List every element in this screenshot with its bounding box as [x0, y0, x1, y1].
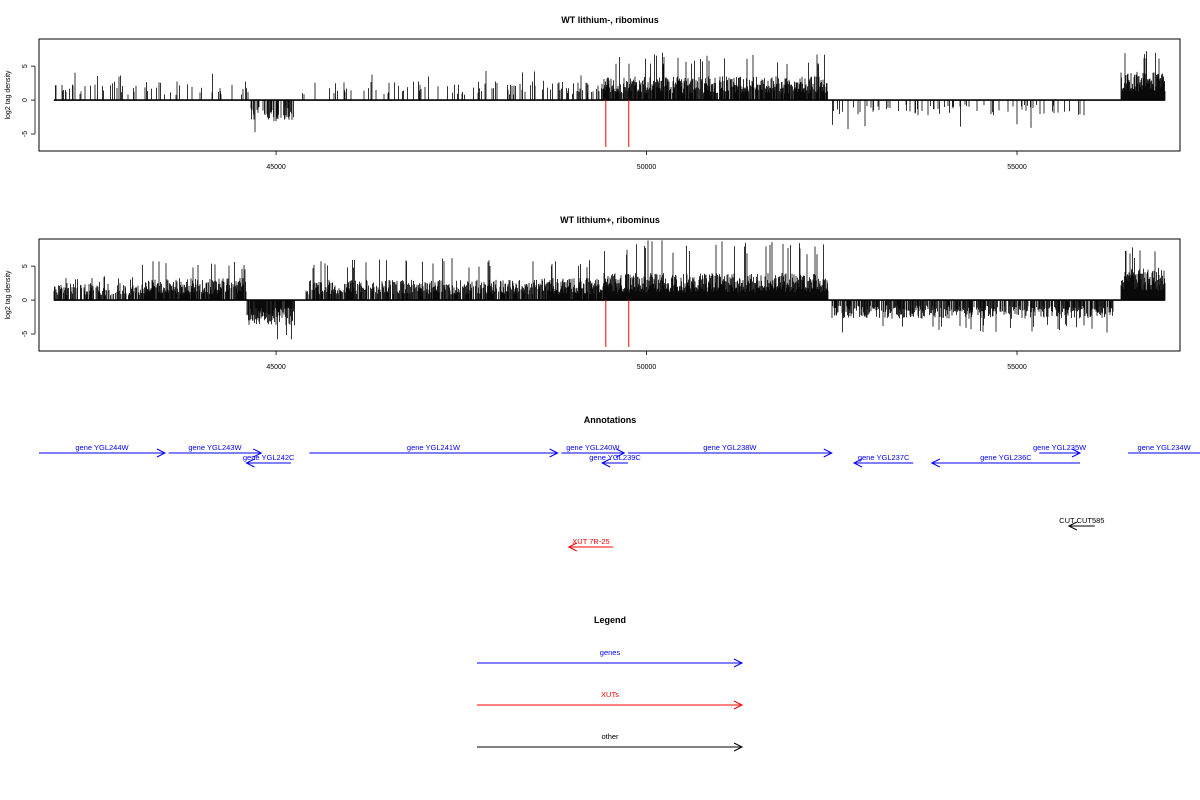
legend-arrowhead: [733, 742, 744, 752]
feature-label: gene YGL234W: [1137, 443, 1191, 452]
feature-label: gene YGL237C: [858, 453, 910, 462]
feature-arrowhead: [156, 448, 167, 458]
legend-items: genes XUTs other: [477, 648, 744, 752]
x-tick-label: 55000: [1007, 364, 1027, 371]
feature-arrowhead: [600, 458, 611, 468]
feature-gene: gene YGL244W: [39, 443, 167, 458]
feature-label: gene YGL242C: [243, 453, 295, 462]
legend-item-xut: XUTs: [477, 690, 744, 710]
x-tick-label: 45000: [266, 364, 286, 371]
legend-arrowhead: [733, 700, 744, 710]
legend-arrowhead: [733, 658, 744, 668]
feature-xut: XUT 7R-25: [567, 537, 614, 552]
feature-arrowhead: [1067, 521, 1078, 531]
y-axis: -5 0 5: [22, 264, 36, 337]
x-tick-label: 45000: [266, 164, 286, 171]
feature-arrowhead: [1071, 448, 1082, 458]
x-axis: 45000 50000 55000: [266, 351, 1027, 371]
track-title: WT lithium-, ribominus: [561, 15, 659, 25]
feature-gene: gene YGL234W: [1128, 443, 1200, 454]
x-tick-label: 55000: [1007, 164, 1027, 171]
feature-gene: gene YGL237C: [852, 453, 914, 468]
legend-label: genes: [600, 648, 621, 657]
feature-other: CUT CUT585: [1059, 516, 1104, 531]
legend-item-gene: genes: [477, 648, 744, 668]
feature-gene: gene YGL236C: [930, 453, 1080, 468]
y-axis: -5 0 5: [22, 64, 36, 137]
x-tick-label: 50000: [637, 164, 657, 171]
legend-item-other: other: [477, 732, 744, 752]
feature-arrowhead: [567, 542, 577, 552]
y-tick-label: 5: [22, 64, 29, 68]
feature-label: gene YGL240W: [566, 443, 620, 452]
feature-gene: gene YGL239C: [589, 453, 641, 468]
feature-arrowhead: [852, 458, 863, 468]
x-axis: 45000 50000 55000: [266, 151, 1027, 171]
feature-arrowhead: [930, 458, 941, 468]
feature-label: gene YGL241W: [407, 443, 461, 452]
plot-frame: [38, 238, 1181, 352]
y-axis-label: log2 tag density: [5, 270, 12, 320]
x-tick-label: 50000: [637, 364, 657, 371]
feature-arrowhead: [823, 448, 833, 458]
signal-bars: [53, 51, 1166, 133]
legend-label: other: [601, 732, 619, 741]
feature-gene: gene YGL235W: [1033, 443, 1087, 458]
feature-label: CUT CUT585: [1059, 516, 1104, 525]
marker-lines: [605, 300, 630, 347]
track-panel-lithium-minus: WT lithium-, ribominus log2 tag density …: [5, 15, 1181, 171]
signal-bars: [53, 240, 1166, 340]
legend-label: XUTs: [601, 690, 619, 699]
y-tick-label: 5: [22, 264, 29, 268]
feature-gene: gene YGL243W: [168, 443, 263, 458]
feature-label: gene YGL243W: [188, 443, 242, 452]
feature-arrowhead: [549, 448, 559, 458]
feature-gene: gene YGL241W: [309, 443, 559, 458]
y-tick-label: -5: [22, 331, 29, 337]
y-axis-label: log2 tag density: [5, 70, 12, 120]
feature-arrowhead: [253, 448, 263, 458]
feature-label: gene YGL244W: [75, 443, 129, 452]
legend-panel: Legend genes XUTs other: [477, 615, 744, 752]
y-tick-label: 0: [22, 98, 29, 102]
feature-label: gene YGL238W: [703, 443, 757, 452]
feature-label: gene YGL239C: [589, 453, 641, 462]
feature-label: gene YGL235W: [1033, 443, 1087, 452]
plot-frame: [38, 38, 1181, 152]
feature-gene: gene YGL242C: [243, 453, 295, 468]
y-tick-label: -5: [22, 131, 29, 137]
annotations-title: Annotations: [584, 415, 637, 425]
feature-gene: gene YGL238W: [628, 443, 833, 458]
legend-title: Legend: [594, 615, 626, 625]
feature-arrowhead: [245, 458, 255, 468]
track-title: WT lithium+, ribominus: [560, 215, 660, 225]
feature-gene: gene YGL240W: [561, 443, 626, 458]
feature-label: XUT 7R-25: [572, 537, 609, 546]
feature-label: gene YGL236C: [980, 453, 1032, 462]
annotations-panel: Annotations gene YGL244W gene YGL243Wgene…: [39, 415, 1200, 552]
y-tick-label: 0: [22, 298, 29, 302]
feature-arrowhead: [616, 448, 626, 458]
track-panel-lithium-plus: WT lithium+, ribominus log2 tag density …: [5, 215, 1181, 371]
marker-lines: [605, 100, 630, 147]
